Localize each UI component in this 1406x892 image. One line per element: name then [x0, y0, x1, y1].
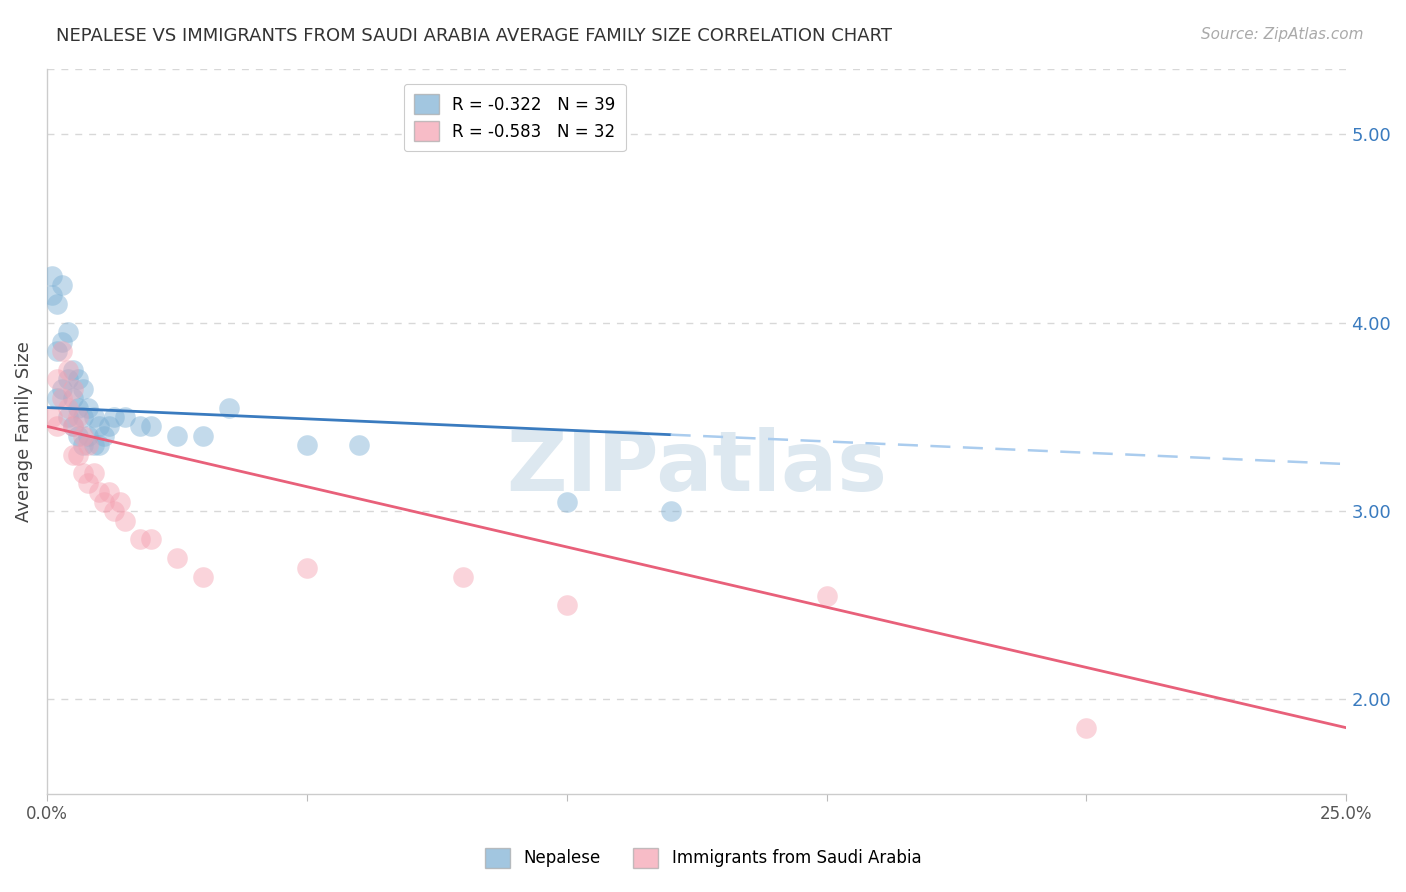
Point [72, 429, 94, 443]
Point [555, 494, 578, 508]
Legend: Nepalese, Immigrants from Saudi Arabia: Nepalese, Immigrants from Saudi Arabia [478, 841, 928, 875]
Text: ZIPatlas: ZIPatlas [506, 427, 887, 508]
Point [129, 419, 152, 434]
Point [51, 391, 73, 405]
Point [451, 570, 474, 584]
Point [166, 429, 188, 443]
Point [114, 514, 136, 528]
Point [83, 409, 105, 424]
Point [72, 409, 94, 424]
Point [114, 409, 136, 424]
Point [62, 363, 84, 377]
Point [77, 429, 100, 443]
Point [77, 401, 100, 415]
Point [659, 504, 682, 518]
Point [62, 382, 84, 396]
Text: NEPALESE VS IMMIGRANTS FROM SAUDI ARABIA AVERAGE FAMILY SIZE CORRELATION CHART: NEPALESE VS IMMIGRANTS FROM SAUDI ARABIA… [56, 27, 893, 45]
Point [98, 419, 121, 434]
Point [56, 372, 79, 386]
Point [51, 344, 73, 359]
Point [56, 363, 79, 377]
Point [67, 372, 90, 386]
Point [46, 419, 69, 434]
Point [1076, 721, 1098, 735]
Point [56, 401, 79, 415]
Point [41, 268, 63, 283]
Point [295, 438, 318, 452]
Point [103, 409, 125, 424]
Point [815, 589, 838, 603]
Point [108, 494, 131, 508]
Legend: R = -0.322   N = 39, R = -0.583   N = 32: R = -0.322 N = 39, R = -0.583 N = 32 [404, 84, 626, 152]
Point [218, 401, 240, 415]
Point [93, 494, 115, 508]
Point [295, 560, 318, 574]
Point [72, 382, 94, 396]
Point [67, 401, 90, 415]
Point [129, 533, 152, 547]
Point [56, 409, 79, 424]
Point [139, 533, 162, 547]
Y-axis label: Average Family Size: Average Family Size [15, 341, 32, 522]
Point [51, 382, 73, 396]
Point [41, 409, 63, 424]
Point [62, 419, 84, 434]
Point [87, 485, 110, 500]
Point [191, 429, 214, 443]
Point [77, 475, 100, 490]
Point [56, 325, 79, 339]
Point [83, 438, 105, 452]
Point [93, 429, 115, 443]
Point [46, 391, 69, 405]
Point [87, 438, 110, 452]
Point [62, 419, 84, 434]
Point [72, 438, 94, 452]
Point [83, 467, 105, 481]
Point [41, 287, 63, 301]
Point [51, 334, 73, 349]
Point [46, 372, 69, 386]
Point [67, 429, 90, 443]
Point [103, 504, 125, 518]
Point [62, 391, 84, 405]
Point [51, 278, 73, 293]
Point [72, 467, 94, 481]
Point [46, 297, 69, 311]
Point [62, 448, 84, 462]
Point [347, 438, 370, 452]
Point [46, 344, 69, 359]
Point [67, 448, 90, 462]
Point [166, 551, 188, 566]
Point [87, 419, 110, 434]
Point [98, 485, 121, 500]
Text: Source: ZipAtlas.com: Source: ZipAtlas.com [1201, 27, 1364, 42]
Point [555, 599, 578, 613]
Point [139, 419, 162, 434]
Point [67, 409, 90, 424]
Point [191, 570, 214, 584]
Point [77, 438, 100, 452]
